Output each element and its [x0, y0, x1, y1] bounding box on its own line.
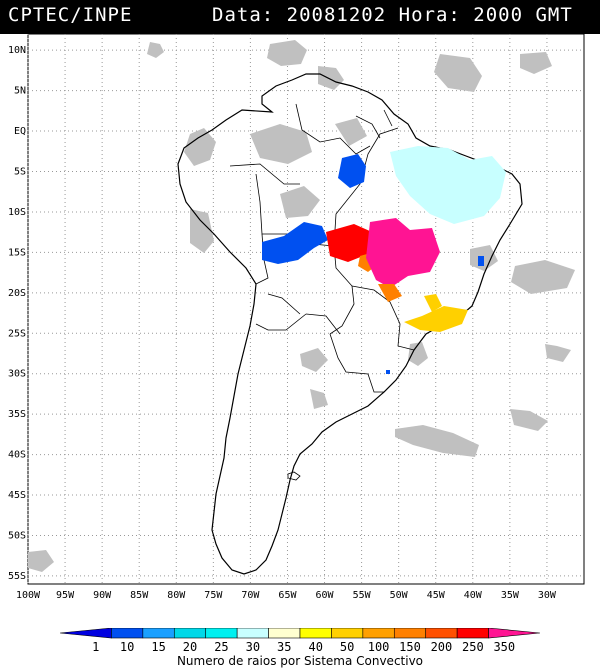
legend-swatch: [173, 628, 207, 639]
lat-tick-label: EQ: [14, 126, 26, 137]
lon-tick-label: 40W: [464, 590, 483, 601]
lon-tick-label: 60W: [316, 590, 335, 601]
lat-tick-label: 15S: [8, 247, 26, 258]
legend-swatch: [268, 628, 301, 639]
legend-swatch: [299, 628, 332, 639]
lon-tick-label: 35W: [501, 590, 520, 601]
south-america-coastline: [177, 73, 523, 575]
graticule: [27, 34, 584, 584]
system-cyan-northeast: [390, 146, 506, 224]
lat-tick-label: 55S: [8, 571, 26, 582]
legend-label: 20: [183, 640, 197, 654]
legend-swatch: [331, 628, 364, 639]
legend-label: 250: [462, 640, 484, 654]
lon-tick-label: 65W: [278, 590, 297, 601]
title-bar: CPTEC/INPE Data: 20081202 Hora: 2000 GMT: [0, 0, 600, 34]
lat-tick-label: 35S: [8, 409, 26, 420]
system-yellow-mg: [424, 294, 442, 312]
legend-label: 100: [368, 640, 390, 654]
legend-label: 150: [399, 640, 421, 654]
time-value: 2000 GMT: [473, 4, 573, 26]
legend-bar: [59, 628, 541, 639]
source-label: CPTEC/INPE: [8, 4, 133, 26]
legend-label: 10: [120, 640, 134, 654]
legend-swatch: [111, 628, 144, 639]
legend-swatch: [236, 628, 269, 639]
convective-systems: [262, 146, 506, 374]
lat-tick-label: 25S: [8, 328, 26, 339]
latitude-labels: 10N 5N EQ 5S 10S 15S 20S 25S 30S 35S 40S 45S 50S 55S: [8, 45, 26, 582]
lat-tick-label: 10S: [8, 207, 26, 218]
legend-swatch: [362, 628, 395, 639]
lightning-map: 10N5NEQ5S10S15S20S25S30S35S40S45S50S55S …: [8, 34, 585, 601]
lat-tick-label: 30S: [8, 369, 26, 380]
date-label: Data:: [212, 4, 275, 26]
system-blue-north: [338, 154, 366, 188]
lon-tick-label: 55W: [353, 590, 372, 601]
map-frame: [27, 34, 585, 585]
lon-tick-label: 70W: [241, 590, 260, 601]
legend-swatch: [59, 628, 112, 639]
lon-tick-label: 30W: [538, 590, 557, 601]
lon-tick-label: 80W: [167, 590, 186, 601]
legend-label: 200: [431, 640, 453, 654]
lat-tick-label: 45S: [8, 490, 26, 501]
system-blue-south: [386, 370, 390, 374]
legend-swatch: [456, 628, 489, 639]
legend-label: 350: [493, 640, 515, 654]
legend-label: 30: [246, 640, 260, 654]
lat-tick-label: 5N: [14, 86, 26, 97]
cloud-cover: [28, 40, 575, 572]
legend-caption: Numero de raios por Sistema Convectivo: [176, 654, 424, 668]
timestamp-label: Data: 20081202 Hora: 2000 GMT: [212, 4, 573, 26]
legend-label: 40: [308, 640, 322, 654]
legend-label: 15: [151, 640, 165, 654]
falkland-islands: [287, 471, 301, 481]
system-pink: [366, 218, 440, 288]
lon-tick-label: 50W: [390, 590, 409, 601]
legend-swatch: [393, 628, 427, 639]
legend-swatch: [488, 628, 541, 639]
lon-tick-label: 75W: [204, 590, 223, 601]
lat-tick-label: 5S: [14, 167, 26, 178]
lon-tick-label: 85W: [130, 590, 149, 601]
date-value: 20081202: [286, 4, 387, 26]
lon-tick-label: 100W: [16, 590, 41, 601]
lat-tick-label: 10N: [8, 45, 26, 56]
legend-swatch: [205, 628, 238, 639]
system-blue-east: [478, 256, 484, 266]
legend-swatch: [142, 628, 175, 639]
color-legend: 1 10 15 20 25 30 35 40 50 100 150 200 250 350: [59, 628, 541, 654]
lat-tick-label: 50S: [8, 530, 26, 541]
lon-tick-label: 90W: [93, 590, 112, 601]
legend-label: 35: [277, 640, 291, 654]
system-orange-south: [378, 284, 402, 302]
lat-tick-label: 40S: [8, 450, 26, 461]
legend-label: 50: [340, 640, 354, 654]
legend-labels: 1 10 15 20 25 30 35 40 50 100 150 200 250 350: [92, 640, 515, 654]
system-blue-west: [262, 222, 328, 264]
lat-tick-label: 20S: [8, 288, 26, 299]
system-yellow-sp: [404, 306, 468, 332]
legend-swatch: [425, 628, 458, 639]
longitude-labels: 100W 95W 90W 85W 80W 75W 70W 65W 60W 55W 50W 45W 40W…: [16, 590, 557, 601]
system-red: [326, 224, 372, 262]
time-label: Hora:: [398, 4, 461, 26]
lon-tick-label: 95W: [56, 590, 75, 601]
legend-label: 1: [92, 640, 99, 654]
lon-tick-label: 45W: [427, 590, 446, 601]
legend-label: 25: [214, 640, 228, 654]
